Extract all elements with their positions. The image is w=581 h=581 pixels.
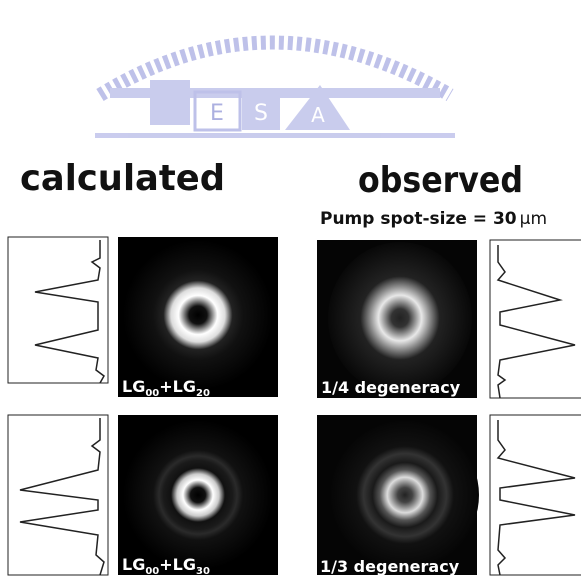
profile-box bbox=[490, 240, 581, 398]
profile-box bbox=[8, 237, 108, 383]
label-part: 20 bbox=[196, 388, 210, 399]
observed-ring bbox=[328, 242, 472, 394]
observed-label: 1/3 degeneracy bbox=[320, 557, 460, 576]
column-title: observed bbox=[358, 160, 523, 201]
label-part: LG bbox=[122, 555, 145, 574]
watermark: E S A bbox=[95, 43, 455, 139]
label-part: +LG bbox=[159, 555, 196, 574]
watermark-letter: E bbox=[210, 101, 224, 126]
subtitle-unit: μm bbox=[520, 209, 547, 229]
label-part: LG bbox=[122, 377, 145, 396]
label-part: 30 bbox=[196, 566, 210, 577]
figure: E S A calculated observed Pump spot-size… bbox=[0, 0, 581, 581]
label-part: 00 bbox=[145, 566, 159, 577]
mode-ring bbox=[123, 240, 273, 390]
subtitle-text: Pump spot-size = 30 bbox=[320, 209, 517, 229]
label-part: +LG bbox=[159, 377, 196, 396]
watermark-letter: A bbox=[311, 103, 325, 127]
watermark-letter: S bbox=[254, 101, 268, 126]
label-part: 00 bbox=[145, 388, 159, 399]
mode-ring bbox=[123, 420, 273, 570]
profile-box bbox=[490, 415, 581, 575]
observed-ring bbox=[331, 421, 479, 569]
observed-label: 1/4 degeneracy bbox=[321, 378, 461, 397]
column-title: calculated bbox=[20, 158, 225, 199]
